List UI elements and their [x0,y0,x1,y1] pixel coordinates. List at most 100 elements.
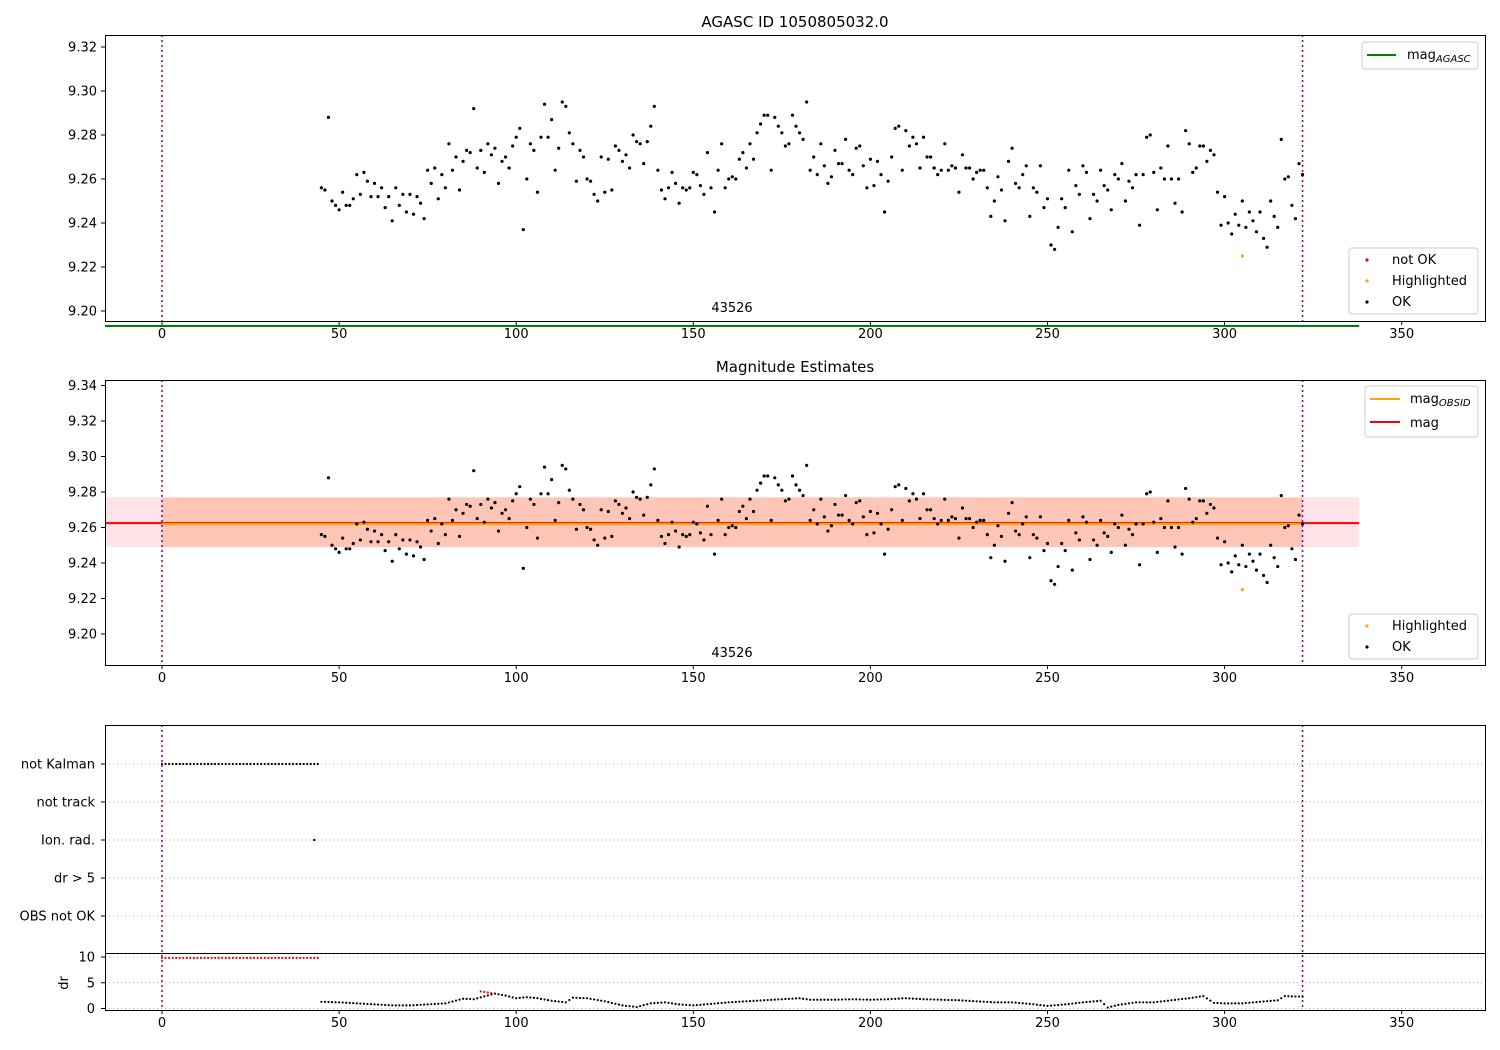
panel1-ytick-label: 9.32 [68,41,97,56]
dr-ok-point [1053,1004,1056,1007]
dr-ok-point [752,999,755,1002]
panel2-ok-point [1102,531,1106,535]
panel1-top-legend: magAGASC [1361,41,1479,70]
panel2-ok-point [532,502,536,507]
dr-ok-point [1205,997,1208,1000]
dr-ok-point [1273,999,1276,1002]
panel2-ok-point [900,518,904,523]
panel2-xtick-label: 150 [681,671,706,686]
panel2-ok-point [758,481,763,485]
panel2-ok-point [741,504,745,508]
panel2-ok-point [794,483,798,487]
panel2-ok-point [1237,563,1241,567]
dr-ok-point [1301,995,1304,998]
dr-ok-point [444,1002,447,1005]
dr-ok-point [376,1003,380,1006]
panel1-ok-point [734,177,738,181]
panel1-ok-point [649,124,653,128]
panel1-ok-point [1297,162,1301,166]
dr-ok-point [940,998,943,1001]
panel2-ok-point [1169,525,1174,530]
not-kalman-point [295,762,298,766]
dr-not-ok-point [192,956,195,960]
dr-ok-point [1276,999,1279,1002]
panel2-ok-point [1279,493,1283,498]
panel1-ok-point [1201,144,1205,148]
panel1-ok-point [1159,166,1163,170]
panel1-ok-point [960,153,965,157]
not-kalman-point [175,762,178,766]
panel1-ok-point [323,188,327,192]
panel1-ok-point [659,188,664,192]
panel1-ok-point [578,148,582,152]
panel2-ok-point [1116,525,1120,530]
panel1-ok-point [1223,195,1227,199]
panel2-xtick-label: 0 [158,671,166,686]
dr-ok-point [1134,1001,1138,1004]
panel1-ok-point [528,142,532,146]
panel1-ok-point [397,203,401,207]
panel1-ok-point [918,166,922,170]
not-kalman-point [203,762,206,766]
panel2-ok-point [546,492,550,496]
panel1-highlighted-point [1240,254,1244,258]
panel2-ok-point [1137,563,1142,567]
dr-ok-point [440,1002,443,1005]
dr-ok-point [575,996,578,999]
panel1-ok-point [1017,186,1021,190]
dr-ok-point [589,997,592,1000]
panel1-ok-point [1205,159,1209,163]
panel1-ok-point [808,168,812,172]
dr-not-ok-point [291,956,295,960]
dr-ok-point [500,993,504,997]
panel2-ok-point [1120,513,1124,517]
panel2-ok-point [882,552,887,556]
panel1-ok-point [560,100,564,104]
dr-ok-point [663,1001,667,1004]
panel1-ok-point [429,181,433,185]
panel1-ok-point [1240,199,1244,203]
dr-ok-point [1142,1001,1145,1004]
panel1-ok-point [1244,225,1248,229]
legend-mag-label: mag [1410,416,1439,431]
dr-ok-point [1290,995,1293,998]
panel1-ok-point [330,199,334,203]
legend-ok-label: OK [1392,295,1411,310]
dr-ok-point [1188,997,1191,1000]
panel1-ok-point [348,203,352,207]
panel2-ok-point [465,502,469,507]
panel2-ok-point [1045,541,1050,546]
dr-ok-point [777,998,780,1001]
panel1-ok-point [1045,197,1050,201]
dr-ok-point [1202,995,1205,998]
panel1-ok-point [415,195,419,199]
panel1-ok-point [1134,173,1138,177]
panel1-frame [105,35,1486,322]
dr-ok-point [1021,1002,1024,1005]
dr-ok-point [1177,998,1180,1001]
panel2-ok-point [960,506,965,510]
dr-ok-point [830,998,833,1001]
panel1-ok-point [829,175,834,179]
panel2-ok-point [454,508,458,512]
dr-not-ok-point [217,956,220,960]
dr-ok-point [862,998,865,1001]
dr-ytick-label: 5 [87,976,95,991]
dr-ok-point [925,998,929,1001]
not-kalman-point [235,762,238,766]
panel2-ok-point [1049,579,1053,583]
panel2-ok-point [539,492,543,496]
dr-ok-point [1018,1001,1021,1005]
not-kalman-point [277,762,280,766]
panel1-ok-point [496,181,501,185]
not-kalman-point [309,762,312,766]
panel2-ok-point [525,525,529,530]
dr-ok-point [1159,1000,1162,1003]
dr-ok-point [1007,1001,1010,1004]
dr-ok-point [582,996,585,1000]
dr-ok-point [933,998,936,1001]
dr-ok-point [642,1004,645,1007]
dr-ok-point [1035,1003,1038,1006]
dr-ok-point [539,997,543,1000]
